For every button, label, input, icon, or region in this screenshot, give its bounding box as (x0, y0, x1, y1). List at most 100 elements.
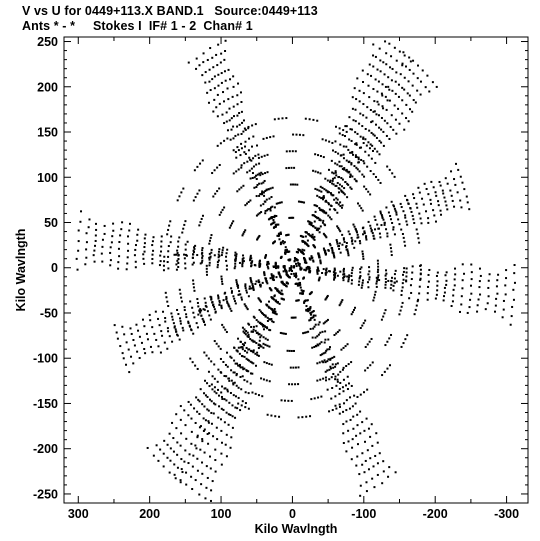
uv-point (334, 404, 337, 407)
uv-point (273, 118, 276, 121)
uv-point (388, 88, 391, 91)
uv-point (298, 249, 301, 252)
uv-point (234, 151, 237, 154)
uv-point (404, 214, 407, 217)
uv-point (375, 113, 378, 116)
uv-point (364, 138, 367, 141)
uv-point (259, 285, 262, 288)
uv-point (375, 276, 378, 279)
uv-point (386, 122, 389, 125)
uv-point (294, 383, 297, 386)
uv-point (382, 315, 385, 318)
uv-point (103, 224, 106, 227)
uv-point (331, 387, 334, 390)
uv-point (216, 115, 219, 118)
uv-point (365, 116, 368, 119)
uv-point (333, 176, 336, 179)
uv-point (350, 240, 353, 243)
uv-point (345, 450, 348, 453)
uv-point (384, 277, 387, 280)
uv-point (202, 61, 205, 64)
uv-point (324, 376, 327, 379)
uv-point (343, 240, 346, 243)
uv-point (352, 119, 355, 122)
uv-point (321, 271, 324, 274)
uv-point (237, 82, 240, 85)
uv-point (260, 155, 263, 158)
uv-point (393, 104, 396, 107)
uv-point (193, 169, 196, 172)
uv-point (217, 253, 220, 256)
uv-point (363, 185, 366, 188)
uv-point (209, 318, 212, 321)
uv-point (230, 309, 233, 312)
uv-point (479, 274, 482, 277)
uv-point (243, 151, 246, 154)
uv-point (340, 300, 343, 303)
uv-point (291, 150, 294, 153)
uv-point (183, 306, 186, 309)
uv-point (166, 300, 169, 303)
uv-point (241, 121, 244, 124)
uv-point (319, 172, 322, 175)
uv-point (395, 59, 398, 62)
uv-point (262, 342, 265, 345)
uv-point (281, 280, 284, 283)
uv-point (328, 346, 331, 349)
uv-point (466, 201, 469, 204)
uv-point (219, 61, 222, 64)
uv-point (377, 265, 380, 268)
uv-point (342, 269, 345, 272)
uv-point (246, 380, 249, 383)
uv-point (314, 210, 317, 213)
uv-point (229, 138, 232, 141)
uv-point (237, 396, 240, 399)
uv-point (307, 330, 310, 333)
uv-point (336, 274, 339, 277)
uv-point (381, 374, 384, 377)
uv-point (149, 345, 152, 348)
uv-point (501, 316, 504, 319)
uv-point (205, 305, 208, 308)
uv-point (185, 316, 188, 319)
uv-point (338, 187, 341, 190)
uv-point (259, 299, 262, 302)
uv-point (206, 58, 209, 61)
uv-point (311, 236, 314, 239)
uv-point (314, 187, 317, 190)
uv-point (213, 386, 216, 389)
uv-point (125, 341, 128, 344)
uv-point (388, 137, 391, 140)
uv-point (212, 435, 215, 438)
uv-point (217, 368, 220, 371)
uv-point (427, 217, 430, 220)
uv-point (218, 187, 221, 190)
uv-point (327, 203, 330, 206)
uv-point (319, 209, 322, 212)
uv-point (324, 251, 327, 254)
uv-point (271, 186, 274, 189)
uv-point (391, 67, 394, 70)
uv-point (362, 80, 365, 83)
uv-point (444, 177, 447, 180)
uv-point (313, 215, 316, 218)
uv-point (340, 177, 343, 180)
uv-point (395, 280, 398, 283)
uv-point (359, 410, 362, 413)
uv-point (408, 94, 411, 97)
uv-point (262, 137, 265, 140)
uv-point (237, 402, 240, 405)
uv-point (427, 273, 430, 276)
uv-point (348, 116, 351, 119)
uv-point (295, 133, 298, 136)
y-tick-label: 100 (37, 171, 58, 185)
uv-point (366, 388, 369, 391)
uv-point (249, 372, 252, 375)
uv-point (454, 183, 457, 186)
uv-point (322, 195, 325, 198)
uv-point (374, 161, 377, 164)
uv-point (214, 310, 217, 313)
uv-point (278, 271, 281, 274)
uv-point (289, 183, 292, 186)
uv-point (357, 158, 360, 161)
